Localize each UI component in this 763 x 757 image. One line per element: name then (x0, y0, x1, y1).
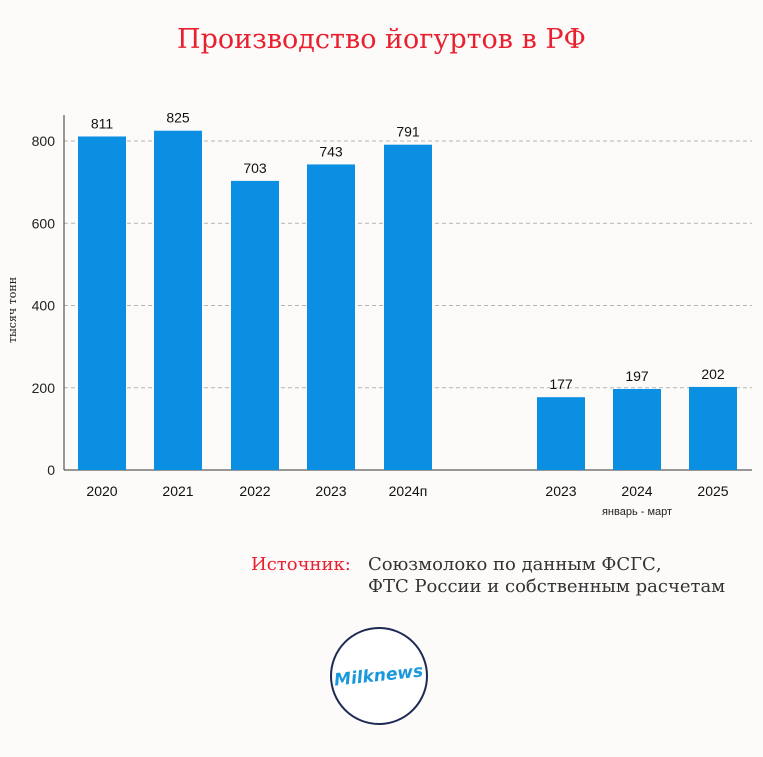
source-line-1: Союзмолоко по данным ФСГС, (368, 554, 662, 575)
x-tick-label: 2024 (621, 483, 652, 499)
group-label: январь - март (602, 506, 672, 518)
bar (78, 136, 126, 470)
bar (154, 130, 202, 470)
x-tick-label: 2025 (697, 483, 728, 499)
source-line-2: ФТС России и собственным расчетам (368, 576, 726, 597)
y-tick-label: 800 (32, 133, 56, 149)
milknews-logo: Milknews (330, 627, 428, 725)
x-tick-label: 2024п (389, 483, 428, 499)
bar (537, 397, 585, 470)
bar (231, 180, 279, 471)
bar (307, 164, 355, 470)
y-tick-label: 400 (32, 298, 56, 314)
x-tick-label: 2022 (239, 483, 270, 499)
y-tick-label: 600 (32, 215, 56, 231)
source-text: Союзмолоко по данным ФСГС, ФТС России и … (368, 554, 725, 598)
bar (613, 388, 661, 470)
bar (384, 144, 432, 471)
logo-text: Milknews (333, 661, 425, 691)
y-axis-label: тысяч тонн (6, 277, 19, 343)
x-tick-label: 2023 (545, 483, 576, 499)
data-label: 197 (625, 368, 649, 384)
bar (689, 386, 737, 470)
chart-title: Производство йогуртов в РФ (177, 24, 586, 55)
x-tick-label: 2021 (162, 483, 193, 499)
x-tick-label: 2020 (86, 483, 117, 499)
y-tick-label: 0 (47, 462, 55, 478)
data-label: 177 (549, 376, 573, 392)
x-tick-label: 2023 (315, 483, 346, 499)
source-label: Источник: (251, 554, 351, 575)
data-label: 703 (243, 160, 267, 176)
y-tick-label: 200 (32, 380, 56, 396)
data-label: 202 (701, 366, 725, 382)
data-label: 811 (91, 115, 114, 131)
data-label: 743 (319, 143, 343, 159)
data-label: 791 (396, 124, 420, 140)
bar-chart: 0 200 400 600 800 тысяч тонн 811 2020 825 2021 703… (6, 110, 752, 518)
data-label: 825 (166, 110, 190, 126)
